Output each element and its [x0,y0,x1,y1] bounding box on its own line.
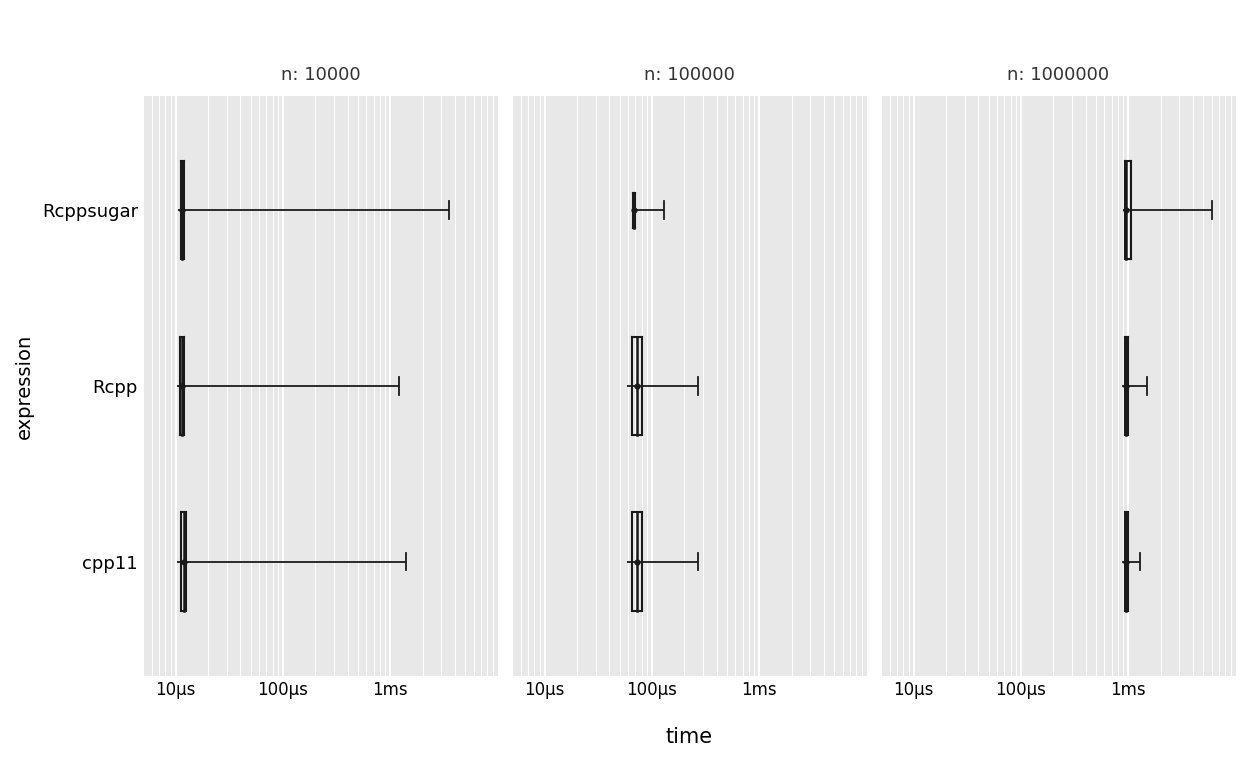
Text: n: 1000000: n: 1000000 [1007,66,1109,84]
Text: n: 10000: n: 10000 [281,66,361,84]
Text: n: 100000: n: 100000 [644,66,735,84]
Text: time: time [666,727,713,747]
Y-axis label: expression: expression [15,333,34,439]
